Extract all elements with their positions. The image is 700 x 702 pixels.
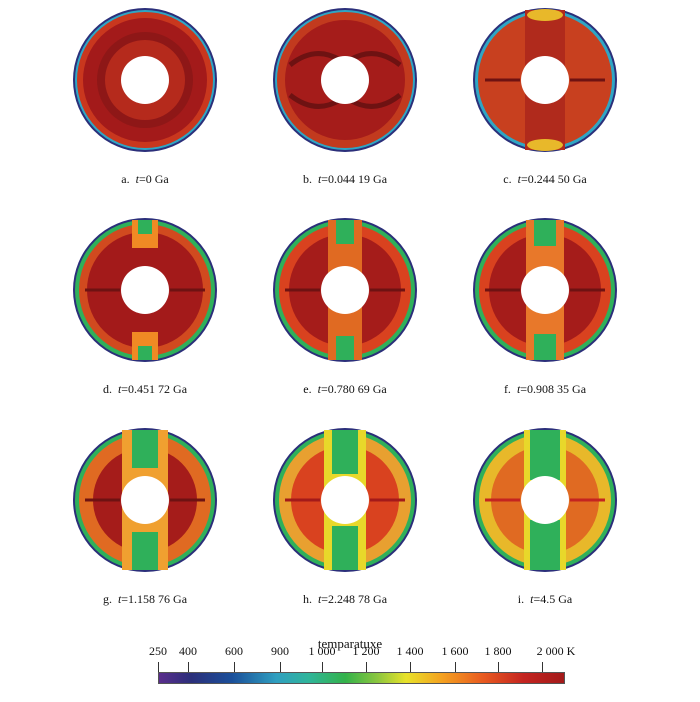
caption-e: e. t=0.780 69 Ga <box>303 382 387 396</box>
tick-label: 1 000 <box>308 644 336 658</box>
tick-label: 600 <box>225 644 243 658</box>
tick-label: 1 200 <box>352 644 380 658</box>
tick-mark <box>366 662 367 672</box>
legend-title: temparatuxe <box>317 636 383 651</box>
panel-g: g. t=1.158 76 Ga <box>40 425 230 630</box>
panel-i: i. t=4.5 Ga <box>440 425 630 630</box>
temperature-colorbar <box>158 672 565 684</box>
tick-label: 2 000 K <box>536 644 576 658</box>
panel-a: a. t=0 Ga <box>40 5 230 210</box>
tick-label: 250 <box>149 644 167 658</box>
panel-d: d. t=0.451 72 Ga <box>40 215 230 420</box>
mantle-convection-plot-b <box>273 8 417 152</box>
caption-f: f. t=0.908 35 Ga <box>503 382 587 396</box>
caption-i: i. t=4.5 Ga <box>517 592 573 606</box>
tick-mark <box>158 662 159 672</box>
mantle-convection-plot-f <box>473 218 617 362</box>
caption-d: d. t=0.451 72 Ga <box>102 382 188 396</box>
mantle-convection-plot-c <box>473 8 617 152</box>
caption-a: a. t=0 Ga <box>121 172 169 186</box>
caption-c: c. t=0.244 50 Ga <box>503 172 587 186</box>
caption-h: h. t=2.248 78 Ga <box>302 592 388 606</box>
panel-f: f. t=0.908 35 Ga <box>440 215 630 420</box>
panel-h: h. t=2.248 78 Ga <box>240 425 430 630</box>
tick-mark <box>498 662 499 672</box>
mantle-convection-plot-a <box>73 8 217 152</box>
mantle-convection-plot-h <box>273 428 417 572</box>
tick-mark <box>542 662 543 672</box>
tick-mark <box>322 662 323 672</box>
mantle-convection-plot-e <box>273 218 417 362</box>
panel-b: b. t=0.044 19 Ga <box>240 5 430 210</box>
mantle-convection-plot-i <box>473 428 617 572</box>
tick-mark <box>188 662 189 672</box>
tick-label: 1 800 <box>484 644 512 658</box>
tick-mark <box>280 662 281 672</box>
mantle-convection-plot-g <box>73 428 217 572</box>
caption-b: b. t=0.044 19 Ga <box>302 172 388 186</box>
tick-mark <box>410 662 411 672</box>
mantle-convection-plot-d <box>73 218 217 362</box>
tick-label: 400 <box>179 644 197 658</box>
tick-mark <box>455 662 456 672</box>
caption-g: g. t=1.158 76 Ga <box>102 592 188 606</box>
tick-label: 900 <box>271 644 289 658</box>
panel-c: c. t=0.244 50 Ga <box>440 5 630 210</box>
tick-label: 1 400 <box>396 644 424 658</box>
tick-label: 1 600 <box>441 644 469 658</box>
tick-mark <box>234 662 235 672</box>
panel-e: e. t=0.780 69 Ga <box>240 215 430 420</box>
